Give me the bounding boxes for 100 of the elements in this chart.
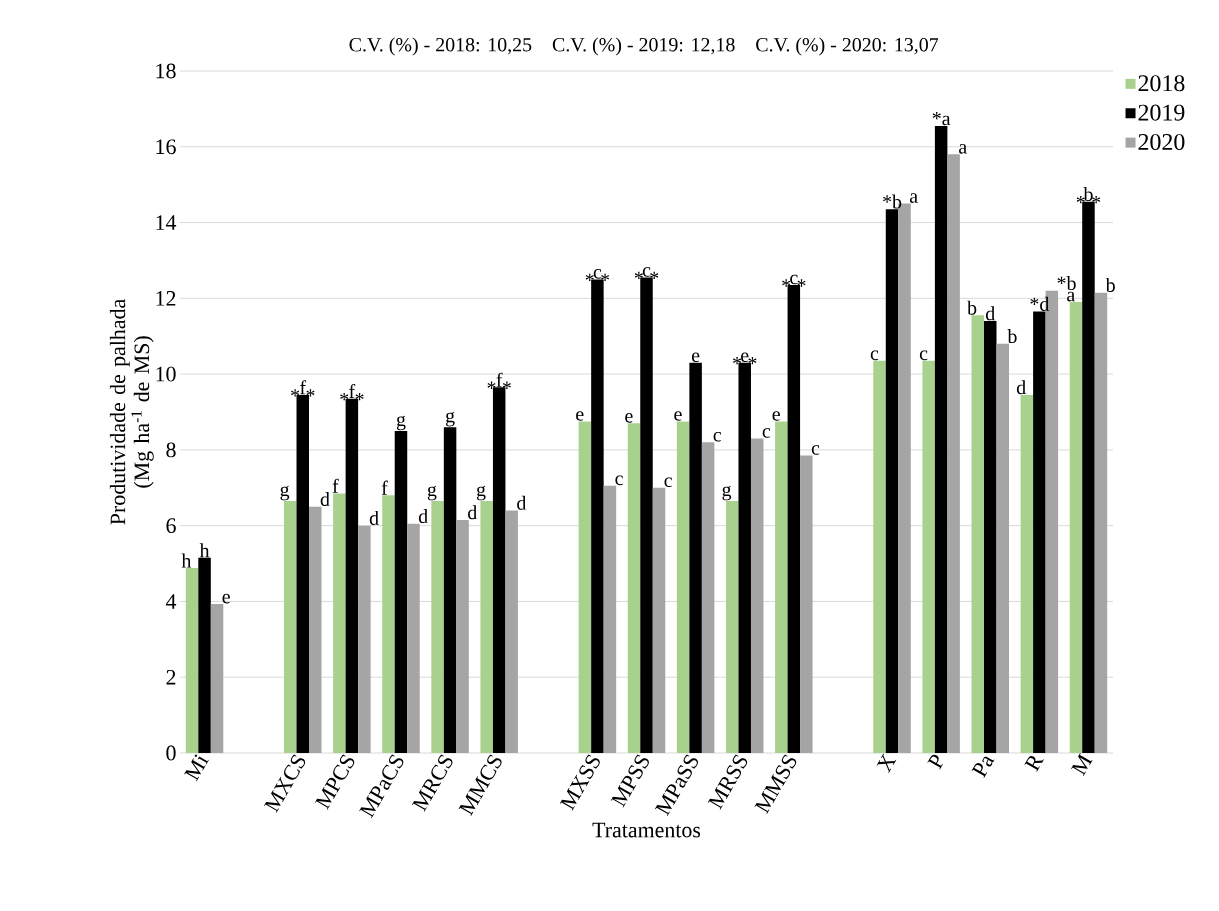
data-label: *d	[1030, 296, 1050, 311]
bar	[394, 430, 408, 753]
data-label: c	[664, 477, 672, 488]
bar	[456, 519, 469, 753]
bar	[1033, 311, 1046, 753]
annotation: *	[601, 273, 610, 281]
x-axis-title: Tratamentos	[592, 822, 701, 838]
annotation: *	[1092, 195, 1101, 204]
data-label: f	[300, 380, 307, 395]
bar	[407, 523, 420, 753]
bar	[947, 154, 960, 753]
annotation: *	[306, 389, 315, 397]
data-label: e	[222, 593, 230, 604]
data-label: d	[369, 510, 379, 525]
data-label: c	[870, 350, 879, 361]
data-label: c	[790, 274, 798, 285]
data-label: h	[199, 543, 210, 558]
annotation: *	[291, 389, 300, 397]
annotation: *	[340, 392, 349, 401]
bar	[198, 557, 211, 753]
data-label: c	[713, 432, 722, 442]
bar	[333, 493, 346, 753]
annotation: *	[748, 356, 757, 365]
bar	[787, 285, 801, 753]
bar	[1094, 292, 1108, 753]
bar	[480, 501, 493, 753]
y-tick-label: 16	[156, 139, 176, 155]
data-label: d	[418, 509, 428, 524]
bar	[603, 485, 617, 753]
data-label: a	[909, 193, 918, 203]
data-label: *b	[1057, 276, 1076, 291]
bar	[627, 423, 641, 753]
data-label: d	[320, 491, 330, 506]
y-tick-label: 14	[156, 215, 177, 230]
bar	[689, 362, 702, 753]
bar	[185, 568, 199, 753]
data-label: f	[349, 384, 356, 399]
data-label: a	[959, 144, 967, 154]
y-tick-label: 4	[165, 594, 177, 609]
bar	[922, 360, 935, 753]
x-tick-label: P	[927, 754, 943, 770]
data-label: b	[967, 300, 977, 315]
bar	[591, 279, 604, 753]
annotation: *	[487, 381, 496, 389]
bar	[210, 604, 224, 753]
text: C.V. (%) - 2019: 12,18	[552, 37, 735, 56]
data-label: e	[625, 413, 633, 423]
annotation: *	[634, 271, 643, 280]
bar	[750, 438, 764, 753]
data-label: c	[762, 428, 771, 438]
bar	[725, 501, 739, 753]
bar	[1069, 302, 1083, 753]
annotation: *	[502, 381, 511, 389]
y-tick-label: 18	[156, 63, 176, 79]
bar	[873, 360, 886, 753]
data-label: c	[642, 267, 651, 277]
annotation: *	[782, 279, 791, 287]
x-tick-label: R	[1024, 755, 1044, 772]
bar	[885, 209, 899, 753]
bar	[800, 455, 813, 753]
legend-label: 2020	[1138, 133, 1185, 151]
bar	[309, 506, 322, 753]
bar	[775, 421, 788, 753]
data-label: e	[674, 411, 682, 421]
data-label: g	[445, 411, 455, 427]
data-label: g	[427, 485, 437, 501]
data-label: d	[517, 495, 527, 510]
bar	[443, 427, 457, 753]
data-label: b	[1083, 186, 1093, 201]
data-label: e	[576, 411, 584, 421]
bar	[358, 525, 371, 753]
x-tick-label: X	[876, 753, 897, 773]
bar	[934, 125, 948, 753]
data-label: g	[280, 485, 290, 501]
data-label: h	[181, 553, 192, 568]
data-label: e	[772, 411, 780, 421]
annotation: *	[355, 392, 364, 401]
annotation: *	[585, 273, 594, 281]
annotation: *	[1076, 195, 1085, 204]
data-label: c	[919, 350, 928, 361]
bar	[971, 315, 984, 753]
legend-label: 2019	[1138, 104, 1185, 121]
y-tick-label: 12	[156, 291, 176, 306]
data-label: g	[396, 415, 406, 431]
data-label: g	[722, 485, 732, 501]
data-label: c	[811, 445, 820, 455]
data-label: f	[496, 372, 503, 387]
bar	[578, 421, 592, 753]
bar	[701, 442, 715, 753]
data-label: f	[332, 478, 339, 493]
y-tick-label: 6	[166, 518, 176, 534]
bar	[492, 387, 506, 753]
annotation: *	[797, 279, 806, 287]
x-tick-label: Mi	[184, 754, 209, 782]
data-label: b	[1007, 329, 1017, 344]
text: C.V. (%) - 2018: 10,25	[349, 37, 532, 56]
data-label: a	[1067, 291, 1075, 302]
data-label: g	[476, 485, 486, 501]
y-tick-label: 0	[166, 745, 176, 761]
y-tick-label: 2	[166, 669, 176, 685]
